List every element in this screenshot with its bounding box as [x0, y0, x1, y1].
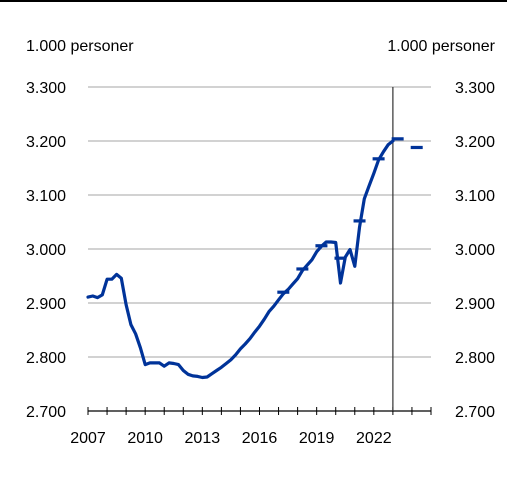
y-tick-left-3100: 3.100 [26, 188, 66, 205]
y-tick-right-2900: 2.900 [455, 296, 495, 313]
x-tick-label-2007: 2007 [70, 430, 106, 447]
y-tick-left-2800: 2.800 [26, 350, 66, 367]
x-tick-label-2010: 2010 [127, 430, 163, 447]
y-tick-left-3200: 3.200 [26, 134, 66, 151]
y-axis-unit-right: 1.000 personer [387, 38, 495, 55]
y-tick-right-3100: 3.100 [455, 188, 495, 205]
y-tick-left-3000: 3.000 [26, 242, 66, 259]
y-tick-right-2800: 2.800 [455, 350, 495, 367]
y-axis-unit-left: 1.000 personer [26, 38, 134, 55]
top-rule [0, 0, 507, 2]
y-tick-left-2900: 2.900 [26, 296, 66, 313]
y-tick-right-3000: 3.000 [455, 242, 495, 259]
y-tick-left-2700: 2.700 [26, 404, 66, 421]
y-tick-right-2700: 2.700 [455, 404, 495, 421]
x-tick-label-2022: 2022 [356, 430, 392, 447]
x-tick-label-2013: 2013 [185, 430, 221, 447]
y-tick-right-3200: 3.200 [455, 134, 495, 151]
y-tick-left-3300: 3.300 [26, 80, 66, 97]
x-tick-label-2016: 2016 [242, 430, 278, 447]
y-tick-right-3300: 3.300 [455, 80, 495, 97]
quarterly-series-line [86, 139, 395, 380]
x-tick-label-2019: 2019 [299, 430, 335, 447]
